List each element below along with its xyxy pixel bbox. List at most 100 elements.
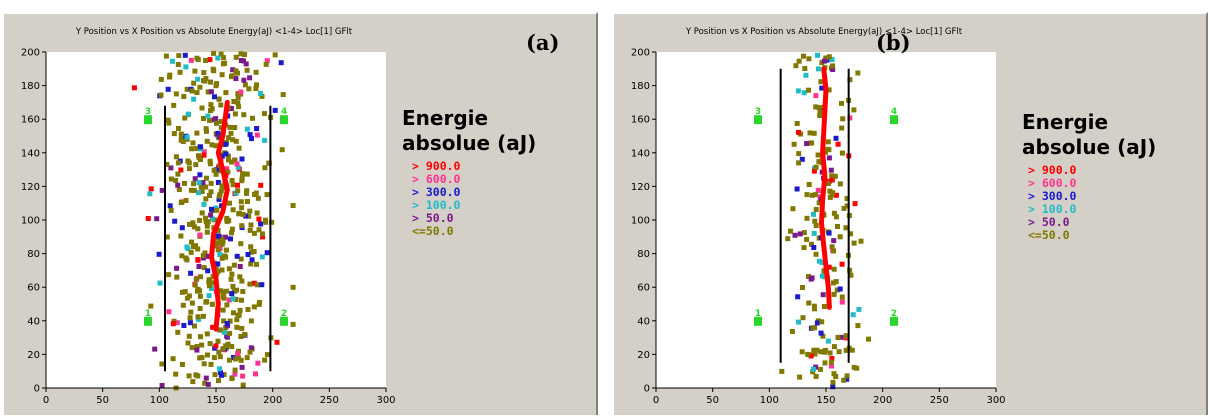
data-point-gt300 (830, 384, 836, 390)
data-point-gt100 (829, 57, 835, 63)
data-point-le50 (223, 90, 229, 96)
data-point-gt300 (249, 257, 255, 263)
data-point-le50 (843, 347, 849, 353)
data-point-le50 (165, 117, 171, 123)
data-point-gt300 (181, 323, 187, 328)
data-point-gt50 (224, 334, 230, 340)
data-point-gt50 (205, 381, 211, 387)
data-point-le50 (238, 51, 244, 57)
data-point-le50 (232, 367, 238, 373)
data-point-le50 (790, 206, 796, 212)
data-point-gt300 (219, 153, 225, 159)
legend-item-gt900-a: > 900.0 (412, 159, 461, 173)
data-point-gt300 (247, 132, 253, 138)
data-point-le50 (818, 79, 824, 85)
data-point-gt300 (215, 261, 221, 267)
data-point-gt300 (228, 236, 233, 242)
x-tick-label: 50 (706, 395, 719, 406)
data-point-gt100 (856, 306, 862, 312)
x-tick-label: 200 (263, 395, 282, 406)
y-tick-label: 0 (34, 384, 40, 395)
data-point-le50 (181, 94, 187, 99)
chart-title-a: Y Position vs X Position vs Absolute Ene… (75, 27, 353, 37)
x-tick-label: 100 (150, 395, 169, 406)
data-point-le50 (251, 249, 257, 254)
data-point-gt900 (796, 129, 801, 135)
data-point-gt50 (192, 176, 198, 182)
data-point-le50 (188, 249, 194, 255)
data-point-le50 (195, 226, 201, 232)
data-point-gt300 (258, 221, 264, 227)
data-points-b (779, 52, 871, 390)
sensor-marker-3 (144, 115, 152, 125)
data-point-le50 (230, 283, 236, 289)
data-point-le50 (175, 62, 181, 67)
data-point-le50 (805, 351, 811, 357)
data-point-le50 (244, 188, 250, 194)
data-point-le50 (193, 243, 199, 249)
data-point-le50 (232, 125, 238, 130)
y-tick-label: 120 (21, 182, 40, 193)
data-point-gt300 (223, 151, 229, 157)
data-point-le50 (179, 253, 185, 259)
data-point-le50 (179, 362, 185, 367)
data-point-le50 (227, 200, 232, 206)
data-point-gt50 (237, 264, 243, 269)
data-point-le50 (186, 293, 192, 299)
data-point-le50 (266, 160, 272, 166)
x-tick-label: 300 (376, 395, 395, 406)
data-point-gt50 (223, 234, 228, 240)
data-point-gt300 (259, 282, 265, 288)
data-point-le50 (830, 190, 836, 196)
data-point-gt300 (215, 180, 221, 185)
legend-item-le50-a: <=50.0 (412, 224, 454, 238)
data-point-le50 (211, 50, 217, 56)
data-point-le50 (235, 70, 240, 76)
data-point-gt300 (198, 144, 203, 150)
data-point-le50 (225, 169, 231, 175)
data-point-gt100 (195, 76, 201, 82)
data-point-gt300 (197, 172, 203, 178)
data-point-le50 (168, 176, 174, 182)
data-point-le50 (244, 171, 250, 177)
data-point-gt100 (215, 55, 221, 61)
data-point-le50 (797, 374, 803, 380)
data-point-gt300 (216, 196, 222, 202)
data-point-gt50 (248, 345, 254, 351)
data-point-le50 (236, 355, 241, 361)
data-point-le50 (796, 151, 802, 157)
data-point-le50 (823, 55, 829, 61)
trend-line-b (819, 66, 832, 310)
data-point-le50 (238, 256, 244, 262)
data-point-le50 (193, 277, 199, 282)
data-point-gt100 (196, 317, 202, 322)
data-point-le50 (254, 82, 259, 88)
data-point-le50 (843, 225, 849, 231)
data-point-le50 (263, 61, 269, 67)
data-point-le50 (235, 94, 241, 100)
sensor-label-1: 1 (145, 309, 151, 319)
data-point-le50 (236, 312, 242, 318)
data-point-gt300 (188, 270, 194, 276)
data-point-le50 (215, 338, 221, 344)
data-point-le50 (175, 329, 181, 335)
data-point-le50 (831, 280, 836, 286)
data-point-le50 (244, 199, 250, 204)
data-point-le50 (195, 314, 201, 320)
data-point-le50 (164, 234, 170, 240)
data-point-le50 (835, 335, 841, 340)
data-point-gt900 (210, 324, 216, 330)
legend-item-le50-b: <=50.0 (1028, 228, 1070, 242)
data-point-le50 (239, 223, 245, 229)
data-point-le50 (247, 227, 253, 233)
data-point-le50 (831, 291, 837, 297)
legend-title-line2-b: absolue (aJ) (1022, 135, 1157, 159)
data-point-gt300 (239, 156, 245, 162)
sensor-label-2: 2 (891, 309, 897, 319)
data-point-gt100 (147, 191, 153, 197)
sensor-marker-2 (890, 316, 898, 326)
data-point-gt50 (154, 216, 160, 222)
data-point-le50 (221, 318, 227, 324)
data-point-le50 (254, 261, 259, 267)
legend-title-b: Energie absolue (aJ) (1022, 110, 1156, 160)
